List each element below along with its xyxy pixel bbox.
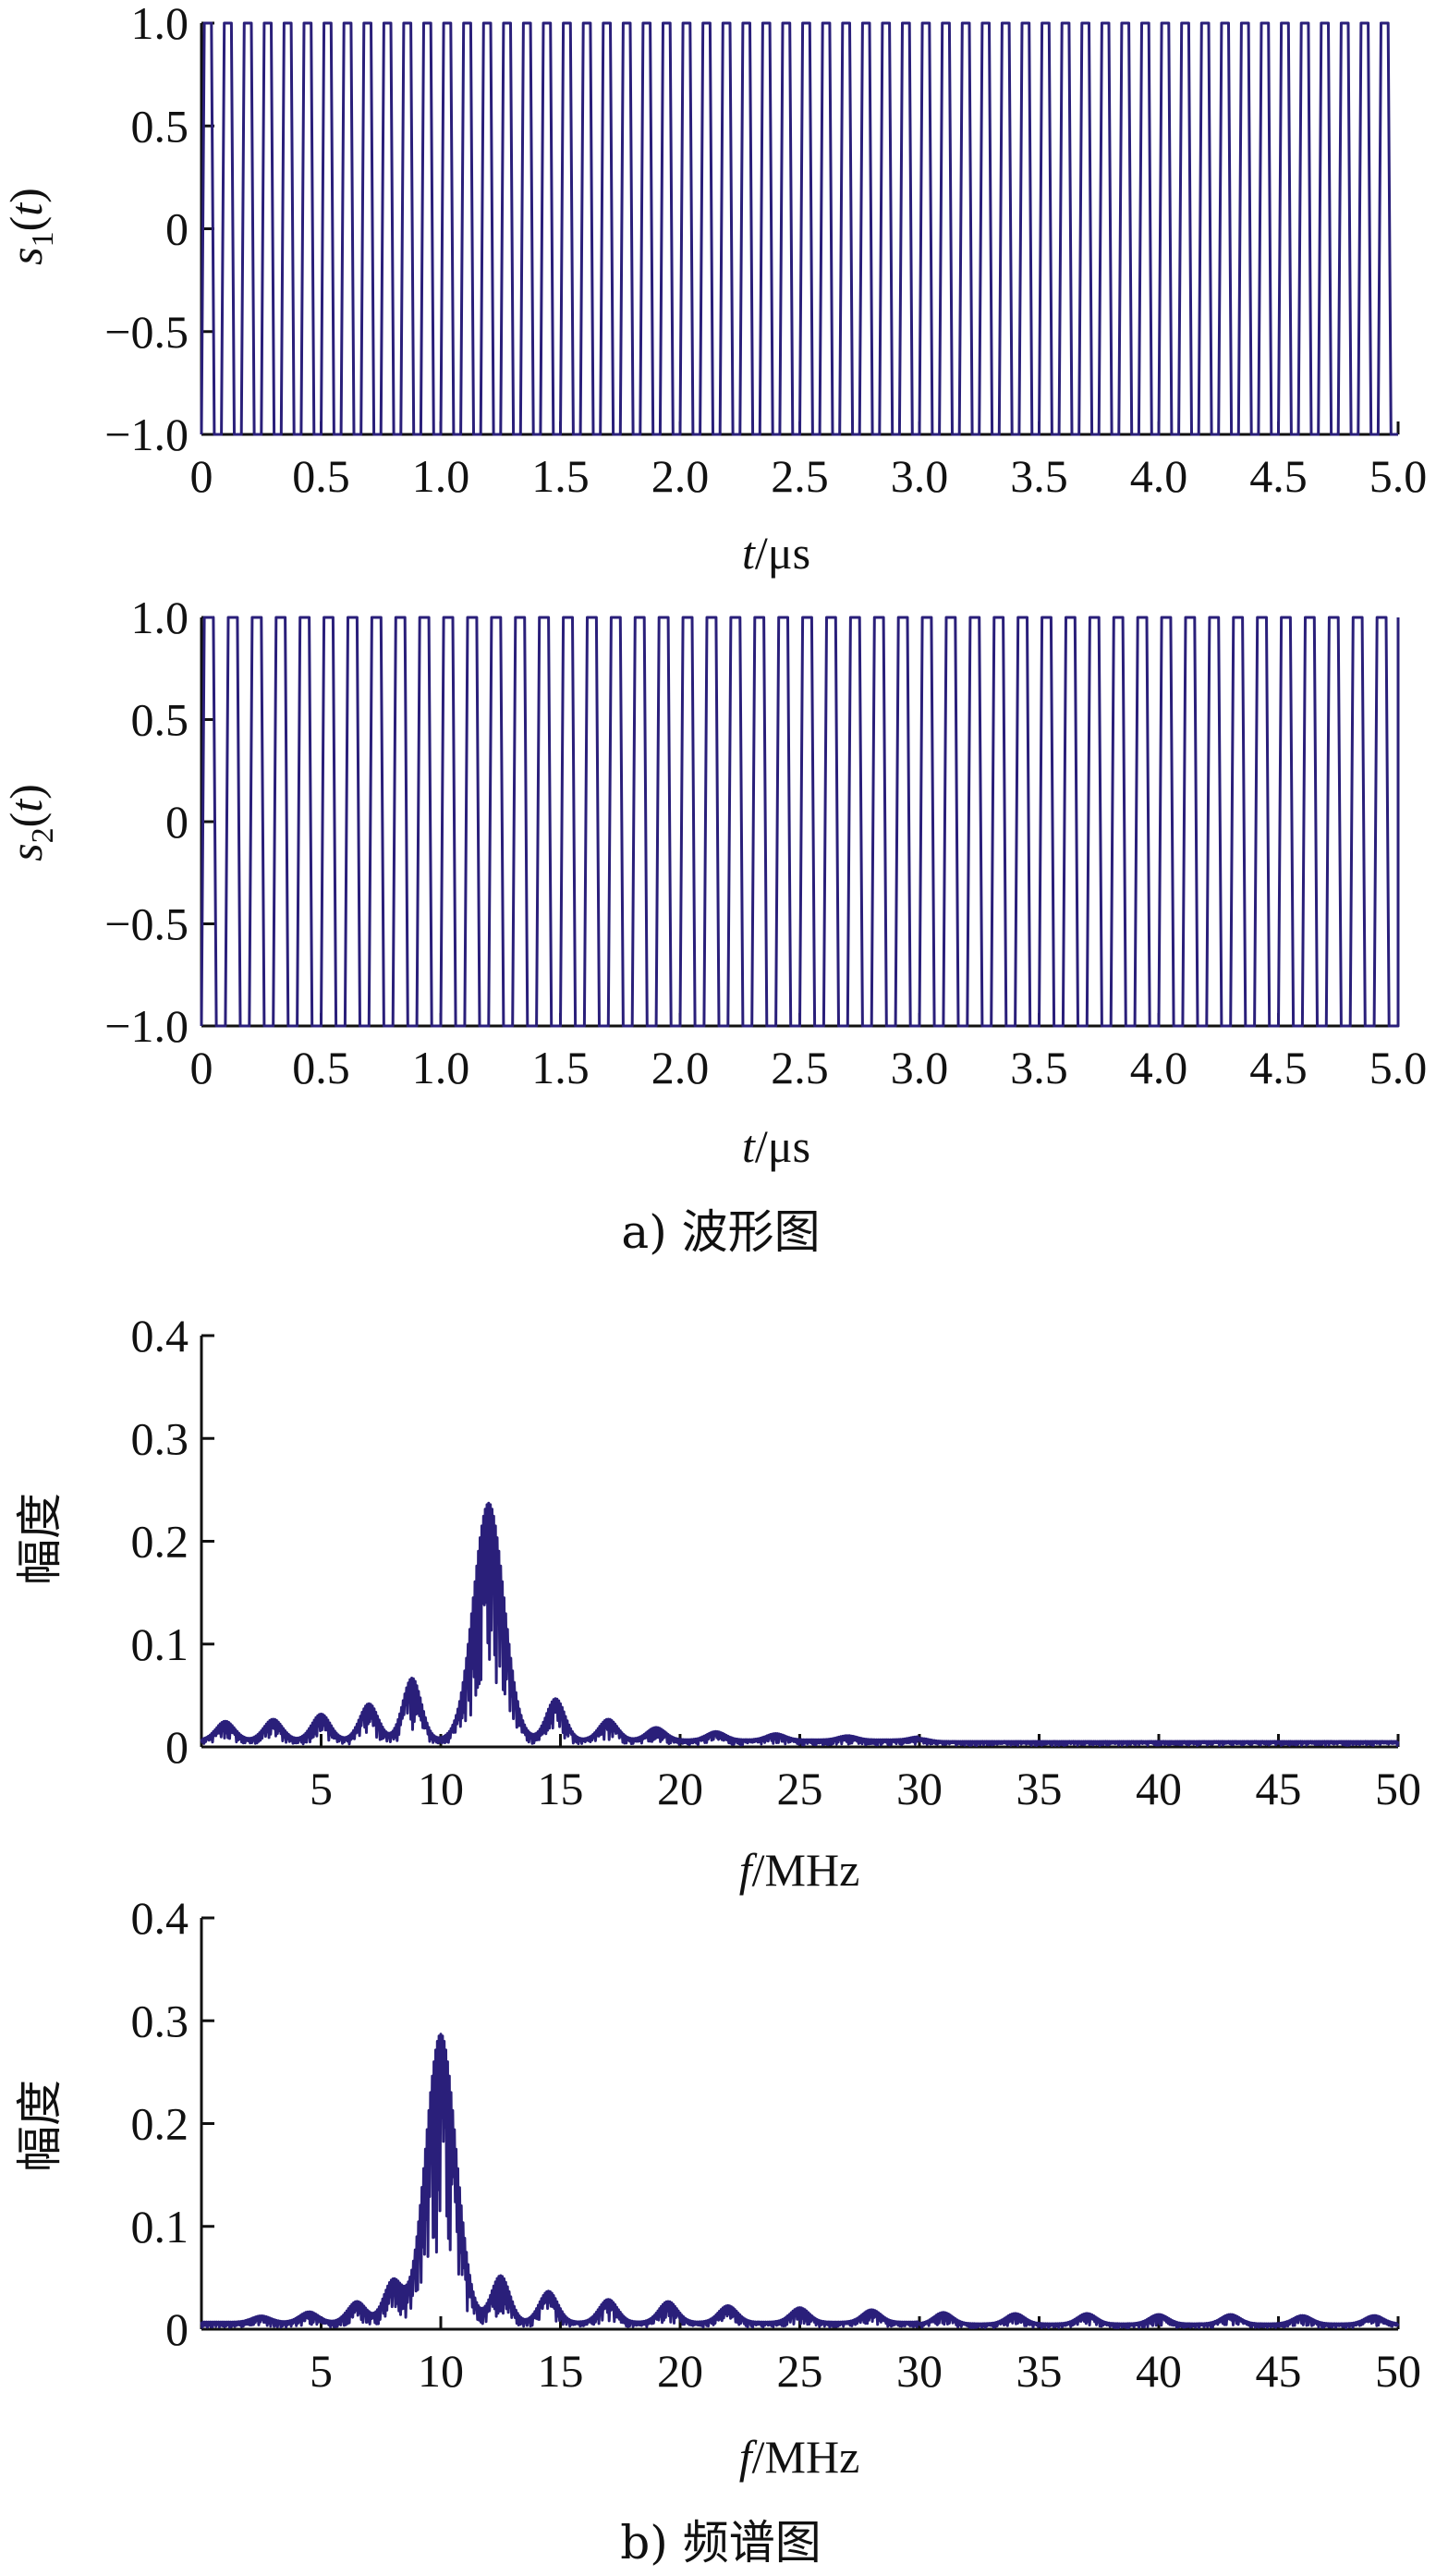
y-tick-label: 0.2 [131,1516,189,1568]
y-label-sub: 2 [26,827,60,843]
y-tick-label: 0.4 [131,1310,189,1361]
x-tick-label: 10 [418,1763,464,1814]
y-label-sub: 1 [26,231,60,247]
x-tick-label: 3.0 [891,450,949,502]
x-tick-label: 2.5 [771,450,829,502]
x-tick-label: 1.0 [412,1042,470,1093]
spectrum-chart-1: 幅度 f/MHz 0.4 0.3 0.2 0.1 0 5 10 15 20 25 30 35 40 45 5… [14,1310,1421,1896]
y-axis-label: 幅度 [14,1493,66,1585]
x-tick-label: 25 [777,1763,823,1814]
x-tick-label: 10 [418,2345,464,2397]
y-axis-label: s1(t) [0,188,60,265]
x-tick-label: 2.0 [651,1042,710,1093]
y-tick-label: 1.0 [131,0,189,49]
svg-text:s2(t): s2(t) [0,784,60,861]
y-tick-label: 0 [165,1721,189,1773]
y-tick-label: 0.2 [131,2098,189,2150]
x-tick-label: 40 [1136,1763,1182,1814]
x-tick-label: 30 [896,2345,943,2397]
y-label-base: s [0,843,52,861]
x-tick-label: 4.5 [1249,1042,1308,1093]
x-tick-label: 5 [310,2345,333,2397]
x-tick-label: 0.5 [292,450,350,502]
y-tick-label: 0.4 [131,1892,189,1944]
x-axis-label: t/μs [742,1120,810,1172]
y-label-arg: t [0,799,52,812]
y-tick-label: 0 [165,796,189,848]
y-tick-label: −0.5 [104,898,189,950]
series-line [200,21,1398,436]
x-tick-label: 1.5 [531,1042,590,1093]
x-tick-label: 4.5 [1249,450,1308,502]
x-tick-label: 4.0 [1130,450,1188,502]
x-tick-label: 50 [1375,1763,1421,1814]
x-tick-label: 15 [538,2345,584,2397]
x-tick-label: 40 [1136,2345,1182,2397]
y-tick-label: 0.5 [131,694,189,746]
x-tick-label: 20 [657,1763,703,1814]
svg-text:s1(t): s1(t) [0,188,60,265]
waveform-chart-s1: s1(t) t/μs 1.00.50−0.5−1.00 0.5 1.0 1.5 2.0 2… [0,0,1427,579]
series-line [200,1501,1400,1747]
y-tick-label: 0 [165,2303,189,2355]
x-tick-label: 3.0 [891,1042,949,1093]
y-axis-label: 幅度 [14,2080,66,2172]
x-tick-label: 0 [190,1042,213,1093]
caption-a: a) 波形图 [621,1205,820,1259]
y-tick-label: 0 [165,203,189,255]
y-tick-label: −1.0 [104,409,189,460]
x-tick-label: 3.5 [1010,450,1068,502]
x-tick-label: 25 [777,2345,823,2397]
y-tick-label: 0.3 [131,1412,189,1464]
x-tick-label: 3.5 [1010,1042,1068,1093]
x-tick-label: 0 [190,450,213,502]
x-tick-label: 30 [896,1763,943,1814]
y-label-base: s [0,247,52,264]
x-tick-label: 0.5 [292,1042,350,1093]
x-tick-label: 4.0 [1130,1042,1188,1093]
y-axis-label: s2(t) [0,784,60,861]
x-tick-label: 35 [1016,2345,1063,2397]
y-tick-label: −1.0 [104,1000,189,1052]
waveform-chart-s2: s2(t) t/μs 1.00.50−0.5−1.00 0.5 1.0 1.5 2.0 2… [0,592,1427,1172]
x-tick-label: 15 [538,1763,584,1814]
x-tick-label: 2.5 [771,1042,829,1093]
x-tick-label: 1.5 [531,450,590,502]
y-tick-label: 1.0 [131,592,189,643]
x-tick-label: 20 [657,2345,703,2397]
x-axis-label: f/MHz [739,1844,860,1896]
y-tick-label: 0.1 [131,2201,189,2252]
series-line [200,2033,1400,2329]
x-axis-label: t/μs [742,527,810,579]
series-line [200,616,1400,1028]
y-tick-label: 0.1 [131,1618,189,1670]
x-tick-label: 5.0 [1369,450,1428,502]
x-tick-label: 5.0 [1369,1042,1428,1093]
x-tick-label: 45 [1256,1763,1302,1814]
x-tick-label: 1.0 [412,450,470,502]
y-tick-label: 0.5 [131,100,189,152]
y-tick-label: 0.3 [131,1995,189,2046]
x-tick-label: 35 [1016,1763,1063,1814]
x-tick-label: 2.0 [651,450,710,502]
y-tick-label: −0.5 [104,306,189,358]
x-tick-label: 45 [1256,2345,1302,2397]
spectrum-chart-2: 幅度 f/MHz 0.4 0.3 0.2 0.1 0 5 10 15 20 25 30 35 40 45 5… [14,1892,1421,2483]
x-tick-label: 50 [1375,2345,1421,2397]
x-axis-label: f/MHz [739,2431,860,2483]
y-label-arg: t [0,202,52,216]
caption-b: b) 频谱图 [620,2516,821,2570]
x-tick-label: 5 [310,1763,333,1814]
